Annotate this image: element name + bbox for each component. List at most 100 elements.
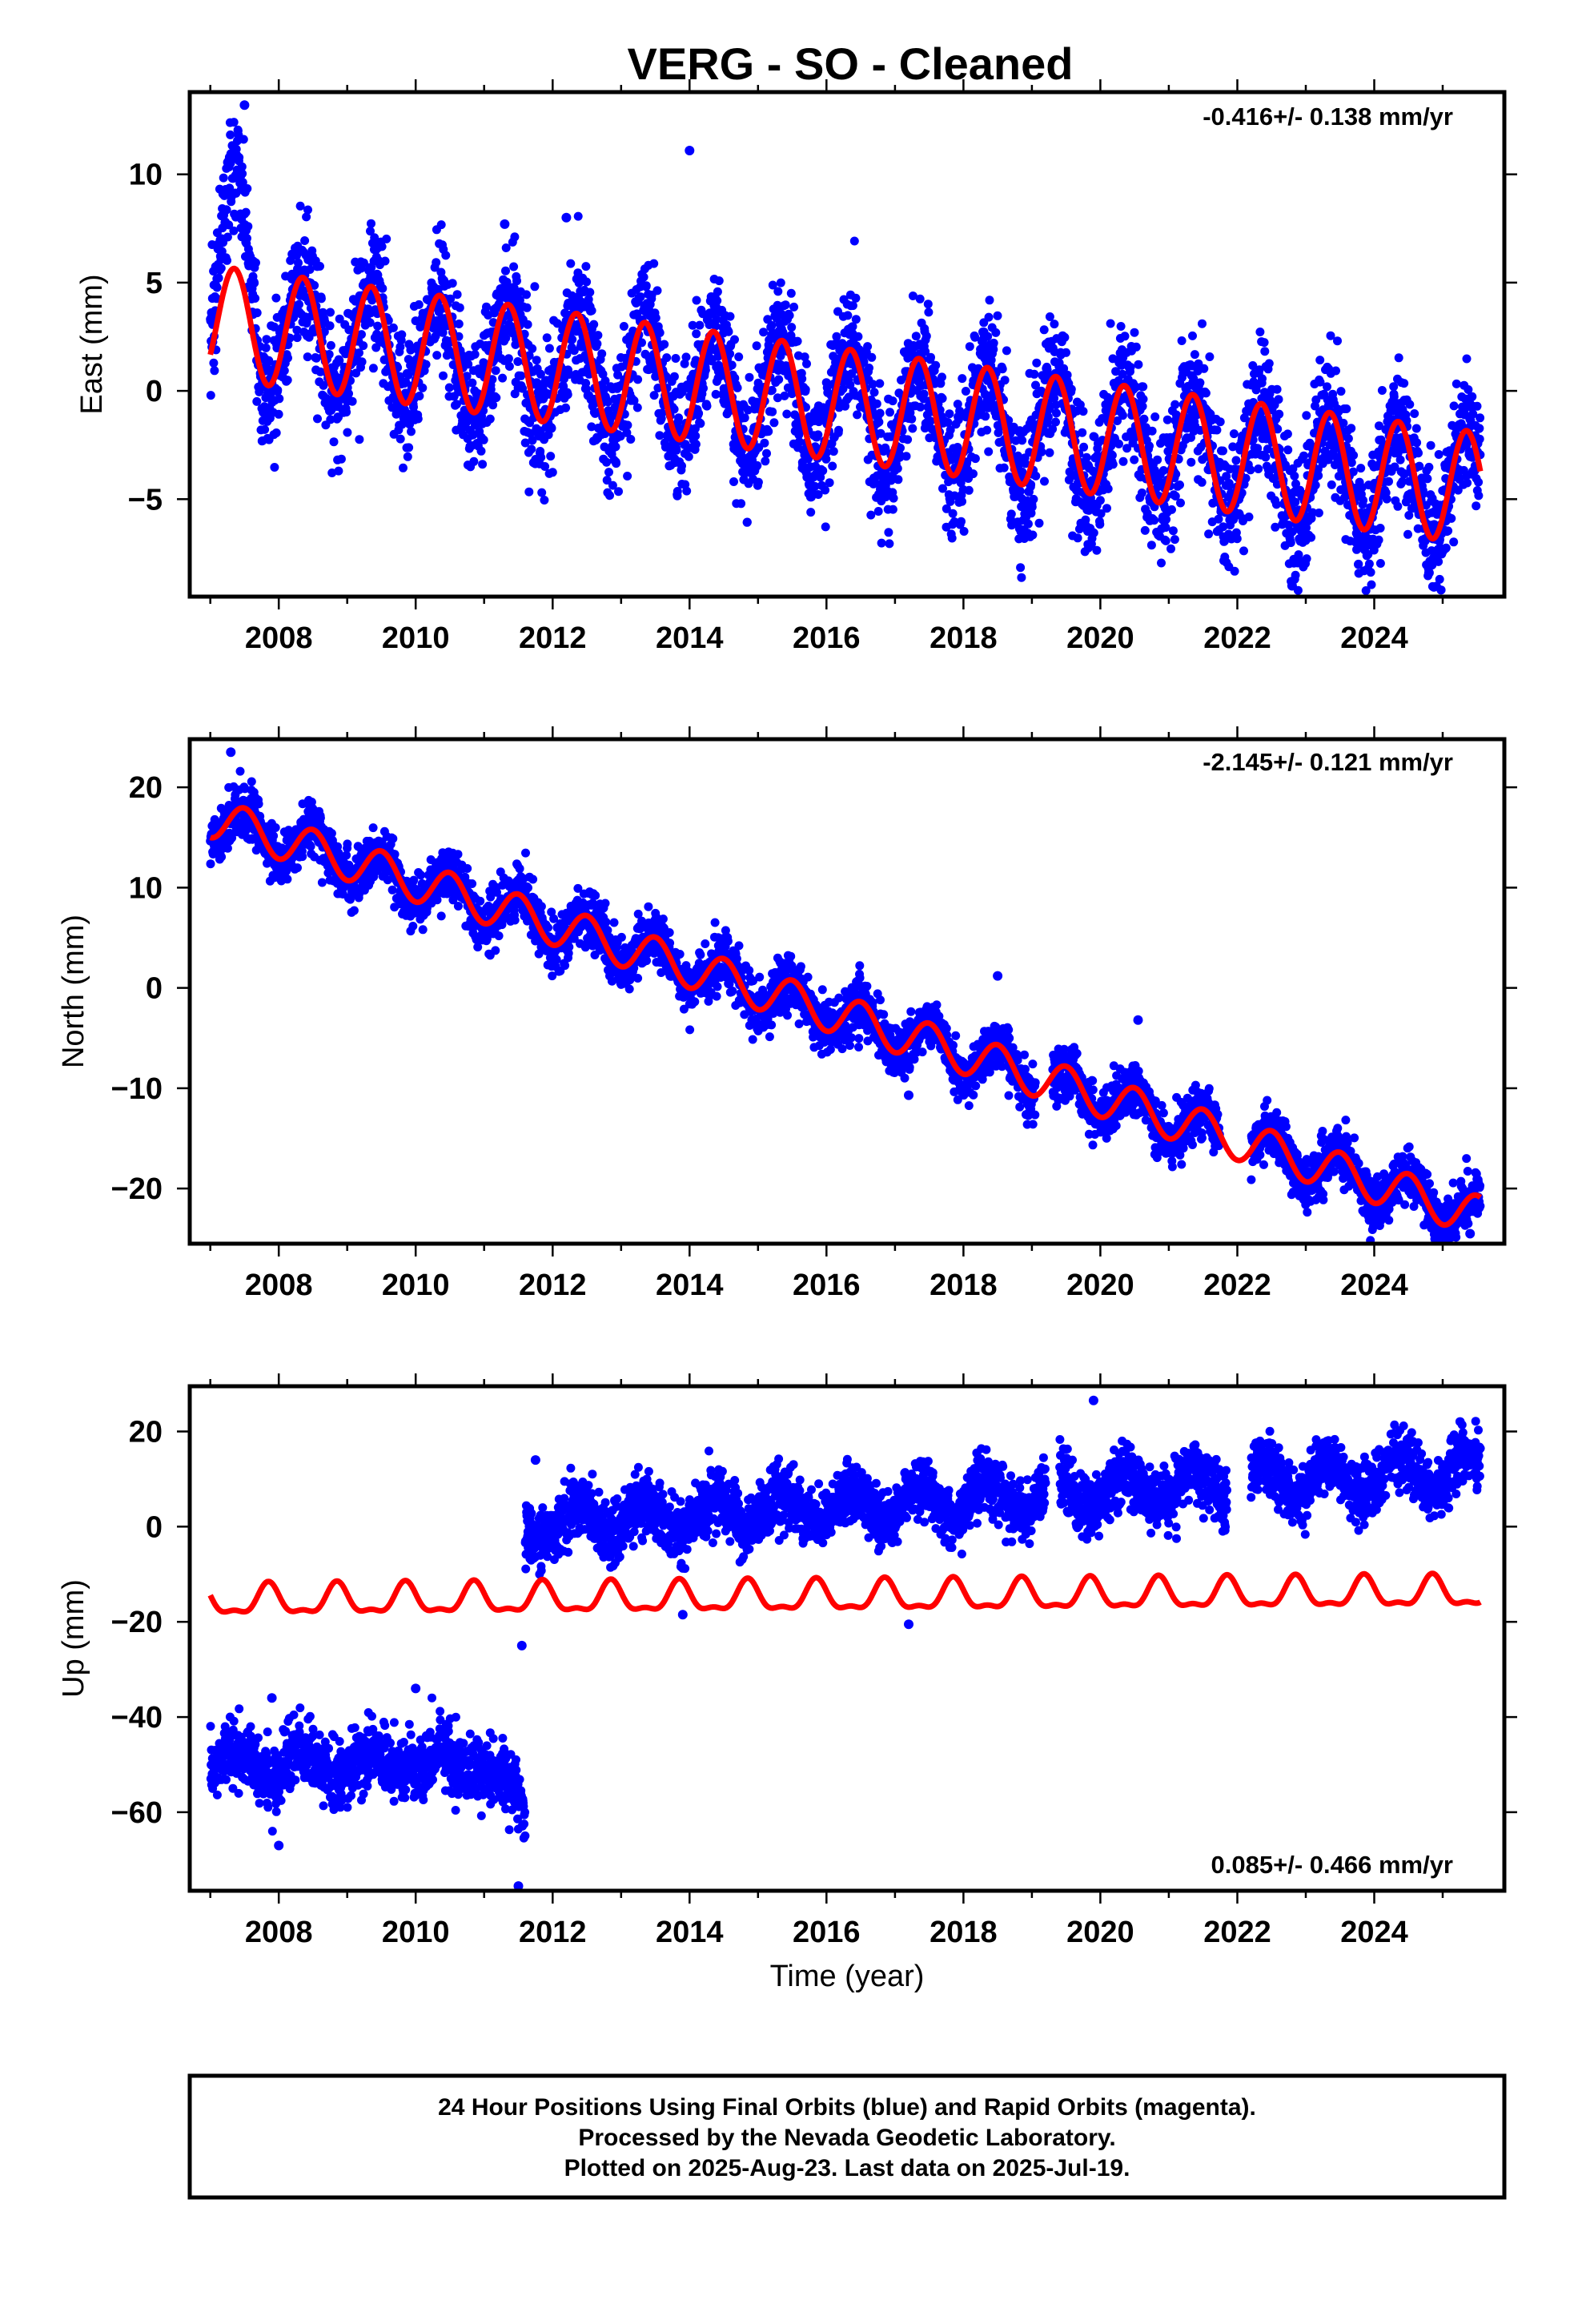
data-point [238,178,247,187]
data-point [1349,451,1359,460]
data-point [326,340,335,350]
data-point [226,130,235,139]
data-point [633,375,643,384]
data-point [724,327,733,336]
east-rate-label: -0.416+/- 0.138 mm/yr [1203,103,1453,131]
data-point [885,539,894,549]
data-point [782,409,792,419]
data-point [947,533,957,543]
data-point [680,359,689,368]
data-point [938,372,946,382]
data-point [292,333,302,343]
data-point [238,169,247,179]
data-point [821,522,830,532]
data-point [1307,533,1316,542]
x-tick-label: 2014 [656,621,724,655]
data-point [1029,494,1038,504]
data-point [998,364,1007,374]
data-point [1028,530,1038,540]
data-point [1475,434,1484,444]
data-point [893,464,902,473]
data-point [1150,412,1160,421]
data-point [793,336,802,346]
data-point [1190,350,1199,360]
data-point [454,320,464,328]
data-point [1374,535,1383,545]
data-point [672,445,681,455]
data-point [762,448,771,458]
data-point [604,468,613,477]
data-point [598,369,608,379]
data-point [413,414,423,424]
data-point [813,430,823,440]
data-point [872,399,881,408]
data-point [397,330,407,340]
data-point [455,303,464,312]
data-point [773,287,783,296]
data-point [528,436,537,445]
data-point [983,332,993,341]
data-point [1175,480,1184,489]
data-point [313,414,322,424]
data-point [713,296,722,305]
data-point [759,328,769,337]
data-point [504,362,514,371]
data-point [1116,322,1126,331]
data-point [436,220,446,230]
data-point [478,460,488,469]
data-point [1449,537,1459,547]
data-point [1283,445,1293,455]
x-tick-label: 2024 [1340,621,1408,655]
data-point [1062,348,1070,357]
data-point [593,331,603,340]
data-point [1120,332,1130,341]
data-point [295,300,303,309]
data-point [1364,559,1374,569]
data-point [1130,455,1139,464]
data-point [311,353,321,363]
data-point [223,255,231,265]
data-point [542,333,552,343]
data-point [923,300,933,309]
data-point [786,288,796,298]
data-point [247,777,256,786]
data-point [1082,452,1091,462]
data-point [589,320,599,329]
data-point [1377,386,1387,395]
data-point [344,389,353,398]
data-point [888,396,897,406]
data-point [1170,535,1179,545]
data-point [469,456,479,466]
data-point [530,282,540,292]
data-point [1426,440,1435,450]
data-point [649,391,659,400]
data-point [488,375,497,384]
data-point [229,226,239,235]
data-point [849,236,859,246]
data-point [302,212,311,222]
data-point [1161,523,1170,533]
data-point [432,351,442,360]
data-point [1443,526,1453,536]
data-point [901,452,911,461]
data-point [1037,447,1046,456]
data-point [335,356,344,365]
data-point [217,852,227,862]
data-point [789,302,799,312]
data-point [584,295,593,304]
data-point [1424,462,1434,472]
figure-title: VERG - SO - Cleaned [628,38,1074,89]
data-point [359,341,368,351]
data-point [1023,519,1033,529]
data-point [1139,414,1149,424]
data-point [696,419,705,428]
data-point [1039,325,1049,335]
data-point [396,342,405,352]
data-point [520,438,530,448]
data-point [1017,573,1026,582]
data-point [1015,486,1025,496]
data-point [370,233,379,243]
data-point [510,232,520,242]
data-point [961,387,970,396]
data-point [585,287,595,297]
